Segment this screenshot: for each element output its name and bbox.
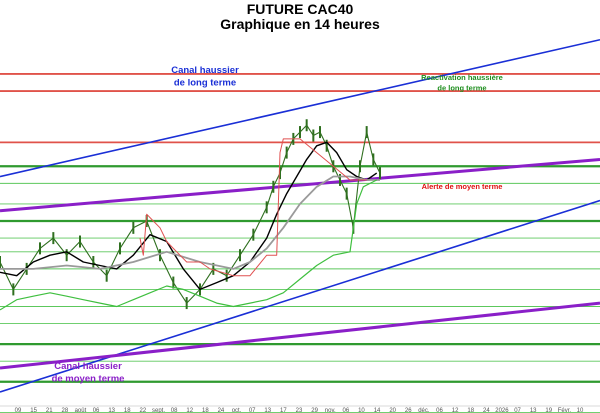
annotation-2-line-0: Alerte de moyen terme [422, 182, 503, 191]
x-tick-label: 28 [61, 408, 68, 413]
series-price [0, 124, 381, 304]
x-tick-label: 15 [30, 408, 37, 413]
annotation-3-line-1: de moyen terme [52, 374, 125, 385]
x-axis: 09 15 21 28 août 06 13 18 22 sept. 08 12 18 24 oct. 07 1… [0, 405, 600, 413]
annotations: Canal haussier de long terme Reactivation … [52, 65, 503, 385]
annotation-0-line-1: de long terme [174, 78, 236, 89]
x-tick-label: 06 [436, 408, 443, 413]
x-tick-label: 13 [530, 408, 537, 413]
trend-long-channel-upper [0, 38, 600, 178]
x-tick-label: 29 [311, 408, 318, 413]
x-tick-label: 2026 [495, 408, 509, 413]
x-tick-label: nov. [325, 408, 336, 413]
x-tick-label: 18 [124, 408, 131, 413]
x-tick-label: 22 [140, 408, 147, 413]
x-tick-label: oct. [232, 408, 242, 413]
x-tick-label: 18 [202, 408, 209, 413]
series-ma-green [0, 179, 377, 311]
x-tick-label: 18 [467, 408, 474, 413]
trend-medium-channel-lower [0, 301, 600, 370]
x-tick-label: 10 [577, 408, 584, 413]
series-ma-black [0, 141, 378, 291]
x-tick-label: Févr. [558, 408, 572, 413]
chart-title: FUTURE CAC40 [247, 1, 354, 17]
series-stop-red [139, 138, 367, 277]
x-tick-label: 20 [389, 408, 396, 413]
x-tick-label: août [75, 408, 87, 413]
x-tick-label: 19 [545, 408, 552, 413]
x-tick-label: 14 [374, 408, 381, 413]
x-tick-label: 24 [218, 408, 225, 413]
chart-subtitle: Graphique en 14 heures [220, 16, 380, 32]
x-tick-label: 24 [483, 408, 490, 413]
x-tick-label: 26 [405, 408, 412, 413]
series-lines [0, 119, 381, 311]
x-tick-label: 06 [342, 408, 349, 413]
series-ma-gray [0, 175, 380, 270]
x-tick-label: 12 [452, 408, 459, 413]
trend-lines [0, 38, 600, 393]
x-tick-label: sept. [152, 408, 165, 413]
annotation-3-line-0: Canal haussier [54, 361, 122, 372]
x-tick-label: 12 [186, 408, 193, 413]
x-tick-label: 09 [15, 408, 22, 413]
x-tick-label: 17 [280, 408, 287, 413]
trend-long-channel-lower [0, 199, 600, 393]
x-tick-label: déc. [418, 408, 430, 413]
trend-medium-channel-upper [0, 157, 600, 213]
x-tick-label: 07 [514, 408, 521, 413]
x-tick-label: 23 [296, 408, 303, 413]
annotation-1-line-0: Reactivation haussière [421, 73, 503, 82]
x-tick-label: 07 [249, 408, 256, 413]
x-tick-label: 13 [108, 408, 115, 413]
x-tick-label: 21 [46, 408, 53, 413]
x-tick-label: 08 [171, 408, 178, 413]
x-tick-label: 10 [358, 408, 365, 413]
x-tick-label: 06 [93, 408, 100, 413]
x-tick-label: 13 [264, 408, 271, 413]
annotation-0-line-0: Canal haussier [171, 65, 239, 76]
annotation-1-line-1: de long terme [437, 84, 486, 93]
